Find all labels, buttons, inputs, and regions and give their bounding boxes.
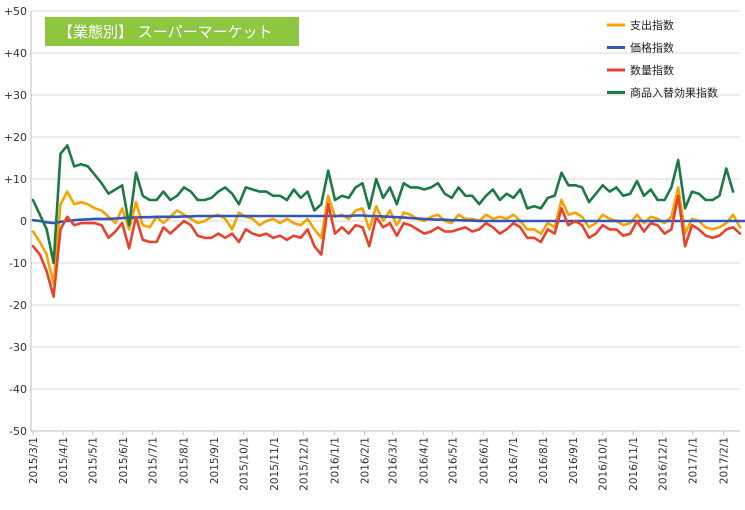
x-tick-label: 2016/8/1 — [538, 437, 550, 484]
x-tick-label: 2017/1/1 — [688, 437, 700, 484]
x-axis-ticks: 2015/3/1 2015/4/1 2015/5/1 2015/6/1 2015/7/1… — [28, 431, 731, 491]
y-axis-ticks: -50 -40 -30 -20 -10 0 +10 +20 +30 +40 +50 — [4, 5, 27, 438]
y-tick-label: +10 — [4, 173, 27, 186]
y-tick-label: +20 — [4, 131, 27, 144]
y-tick-label: -30 — [9, 341, 27, 354]
x-tick-label: 2015/9/1 — [209, 437, 221, 484]
x-tick-label: 2016/3/1 — [388, 437, 400, 484]
x-tick-label: 2016/2/1 — [360, 437, 372, 484]
x-tick-label: 2015/8/1 — [178, 437, 190, 484]
series-lines — [31, 144, 745, 298]
gridlines — [30, 10, 740, 432]
chart-title-background — [45, 17, 299, 46]
x-tick-label: 2015/4/1 — [58, 437, 70, 484]
y-tick-label: +50 — [4, 5, 27, 18]
x-tick-label: 2017/2/1 — [719, 437, 731, 484]
legend-label-0: 支出指数 — [630, 18, 674, 32]
x-tick-label: 2016/10/1 — [598, 437, 610, 491]
x-tick-label: 2015/10/1 — [239, 437, 251, 491]
x-tick-label: 2016/4/1 — [419, 437, 431, 484]
x-tick-label: 2015/7/1 — [147, 437, 159, 484]
y-tick-label: -50 — [9, 425, 27, 438]
x-tick-label: 2016/12/1 — [657, 437, 669, 491]
x-tick-label: 2015/11/1 — [269, 437, 281, 491]
y-tick-label: -20 — [9, 299, 27, 312]
legend-label-3: 商品入替効果指数 — [630, 86, 718, 100]
chart-title-box: 【業態別】 スーパーマーケット — [45, 17, 299, 46]
x-tick-label: 2016/1/1 — [329, 437, 341, 484]
x-tick-label: 2015/5/1 — [88, 437, 100, 484]
legend-label-2: 数量指数 — [630, 63, 674, 77]
x-tick-label: 2016/5/1 — [447, 437, 459, 484]
series-line-2 — [31, 194, 742, 298]
x-tick-label: 2015/6/1 — [118, 437, 130, 484]
y-tick-label: -10 — [9, 257, 27, 270]
chart-title: 【業態別】 スーパーマーケット — [58, 23, 273, 41]
x-tick-label: 2016/9/1 — [568, 437, 580, 484]
y-tick-label: -40 — [9, 383, 27, 396]
x-tick-label: 2015/3/1 — [28, 437, 40, 484]
y-tick-label: +30 — [4, 89, 27, 102]
x-tick-label: 2015/12/1 — [298, 437, 310, 491]
x-tick-label: 2016/6/1 — [478, 437, 490, 484]
x-tick-label: 2016/7/1 — [508, 437, 520, 484]
series-line-3 — [31, 144, 735, 265]
legend-label-1: 価格指数 — [630, 41, 674, 55]
y-tick-label: +40 — [4, 47, 27, 60]
series-line-1 — [31, 214, 745, 225]
y-tick-label: 0 — [20, 215, 27, 228]
x-tick-label: 2016/11/1 — [628, 437, 640, 491]
